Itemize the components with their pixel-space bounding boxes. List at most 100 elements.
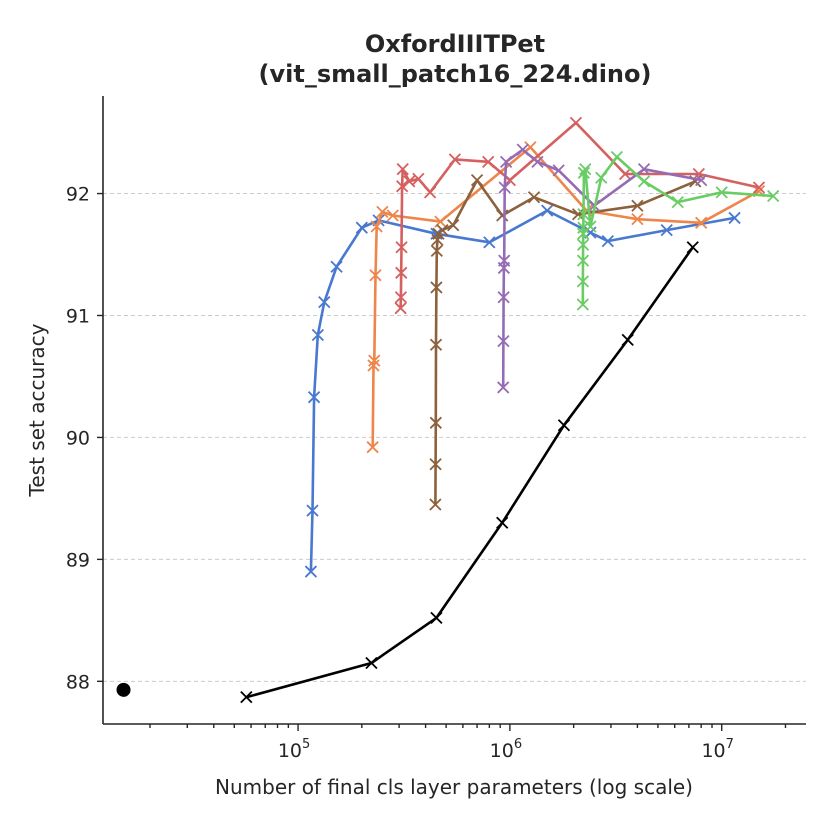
series-marker-blue bbox=[660, 223, 673, 237]
series-marker-brown bbox=[496, 209, 509, 222]
x-tick-label: 107 bbox=[701, 737, 733, 762]
series-marker-blue bbox=[330, 260, 343, 273]
series-marker-blue bbox=[318, 295, 331, 309]
series-marker-red bbox=[394, 302, 407, 315]
series-marker-green bbox=[671, 195, 684, 209]
series-marker-brown bbox=[430, 244, 443, 258]
series-marker-blue bbox=[541, 204, 554, 217]
series-marker-red bbox=[395, 241, 408, 254]
series-marker-red bbox=[423, 186, 437, 199]
series-marker-red bbox=[752, 181, 766, 194]
y-tick-label: 91 bbox=[66, 305, 90, 327]
series-line-brown bbox=[434, 178, 697, 506]
series-marker-black bbox=[621, 333, 634, 347]
series-marker-brown bbox=[429, 416, 442, 429]
series-layer bbox=[116, 116, 780, 704]
series-marker-blue bbox=[304, 565, 318, 578]
series-marker-green bbox=[610, 150, 624, 164]
series-marker-orange bbox=[368, 354, 381, 367]
grid-layer bbox=[103, 193, 806, 682]
series-marker-purple bbox=[531, 155, 544, 168]
series-marker-brown bbox=[429, 458, 442, 471]
series-marker-black bbox=[430, 611, 443, 625]
series-marker-blue bbox=[601, 234, 614, 248]
series-marker-brown bbox=[527, 191, 541, 204]
series-marker-blue bbox=[307, 391, 321, 404]
series-marker-red bbox=[412, 172, 425, 186]
series-marker-orange bbox=[376, 205, 389, 218]
series-marker-red bbox=[448, 153, 462, 166]
series-marker-blue bbox=[311, 328, 324, 342]
series-marker-green bbox=[579, 163, 592, 176]
series-marker-red bbox=[396, 163, 409, 176]
series-marker-orange bbox=[366, 441, 379, 454]
series-line-purple bbox=[501, 148, 703, 389]
series-marker-red bbox=[394, 291, 408, 304]
series-marker-green bbox=[595, 171, 608, 184]
series-marker-orange bbox=[369, 269, 382, 282]
series-marker-black bbox=[496, 516, 509, 529]
series-marker-red bbox=[396, 180, 409, 193]
series-marker-green bbox=[576, 298, 589, 311]
x-tick-label: 105 bbox=[278, 737, 310, 762]
series-marker-blue bbox=[483, 236, 496, 249]
series-marker-purple bbox=[637, 163, 651, 176]
series-marker-brown bbox=[571, 208, 585, 221]
series-marker-red bbox=[395, 266, 408, 279]
series-marker-brown bbox=[447, 219, 460, 232]
series-marker-orange bbox=[695, 216, 708, 229]
series-marker-purple bbox=[498, 181, 511, 194]
series-marker-brown bbox=[436, 223, 449, 237]
series-marker-green bbox=[576, 254, 590, 267]
series-marker-purple bbox=[497, 334, 510, 348]
series-marker-red bbox=[482, 155, 495, 168]
series-marker-black bbox=[686, 241, 699, 254]
series-marker-brown bbox=[470, 174, 484, 187]
y-axis-label: Test set accuracy bbox=[25, 323, 49, 497]
series-marker-brown bbox=[631, 199, 644, 212]
y-tick-label: 92 bbox=[66, 184, 90, 206]
series-marker-blue bbox=[728, 211, 741, 225]
series-marker-red bbox=[569, 116, 583, 129]
series-marker-orange bbox=[386, 209, 399, 222]
series-marker-brown bbox=[430, 281, 443, 294]
series-marker-blue bbox=[306, 504, 319, 517]
chart-title-line2: (vit_small_patch16_224.dino) bbox=[259, 60, 652, 88]
series-marker-purple bbox=[516, 143, 529, 156]
y-tick-label: 89 bbox=[66, 549, 90, 571]
series-marker-purple bbox=[695, 174, 708, 187]
series-marker-black bbox=[240, 691, 253, 704]
series-marker-green bbox=[637, 175, 651, 188]
series-marker-green bbox=[584, 220, 597, 233]
tick-layer: 88 89 90 91 92 105 106 107 bbox=[66, 184, 787, 762]
series-marker-purple bbox=[497, 381, 510, 394]
series-marker-purple bbox=[498, 254, 511, 267]
series-marker-green bbox=[576, 275, 590, 288]
x-tick-label: 106 bbox=[490, 737, 522, 762]
y-tick-label: 90 bbox=[66, 427, 90, 449]
series-marker-green bbox=[577, 208, 590, 221]
series-marker-orange bbox=[631, 213, 644, 226]
series-marker-purple bbox=[499, 155, 513, 168]
series-marker-orange bbox=[524, 141, 537, 154]
series-line-red bbox=[399, 121, 761, 310]
y-tick-label: 88 bbox=[66, 671, 90, 693]
chart-title-line1: OxfordIIITPet bbox=[365, 30, 545, 58]
series-marker-green bbox=[715, 186, 728, 199]
series-marker-red bbox=[618, 167, 632, 181]
series-marker-black bbox=[557, 419, 571, 432]
series-marker-green bbox=[767, 189, 780, 203]
series-marker-brown bbox=[429, 498, 442, 511]
series-marker-blue bbox=[355, 221, 368, 234]
series-line-green bbox=[581, 155, 775, 306]
series-marker-brown bbox=[429, 338, 443, 351]
series-marker-green bbox=[576, 238, 590, 251]
baseline-point bbox=[116, 682, 131, 697]
series-marker-purple bbox=[497, 291, 510, 304]
series-marker-orange bbox=[367, 359, 380, 372]
x-axis-label: Number of final cls layer parameters (lo… bbox=[215, 775, 693, 799]
series-marker-green bbox=[577, 166, 591, 179]
series-marker-black bbox=[365, 656, 378, 670]
series-marker-purple bbox=[552, 164, 565, 177]
